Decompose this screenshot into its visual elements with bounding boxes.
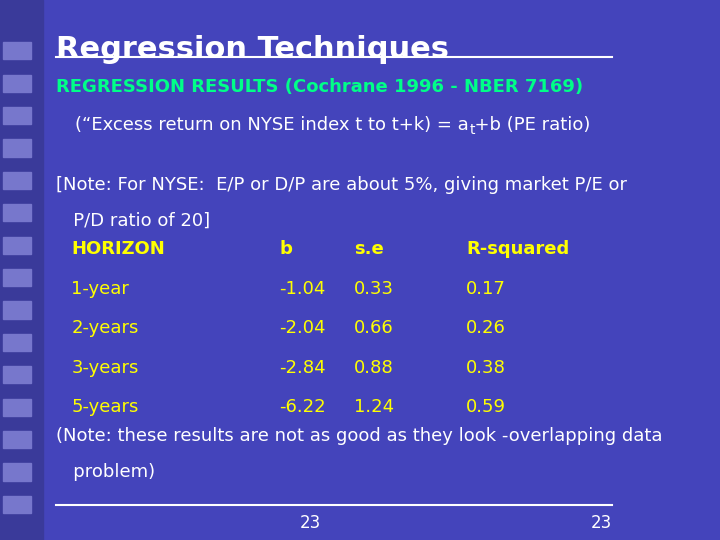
Bar	[3, 204, 31, 221]
Text: problem): problem)	[56, 463, 155, 481]
Text: -6.22: -6.22	[279, 398, 326, 416]
Text: [Note: For NYSE:  E/P or D/P are about 5%, giving market P/E or: [Note: For NYSE: E/P or D/P are about 5%…	[56, 176, 627, 193]
Bar	[3, 75, 31, 92]
Text: 2-years: 2-years	[71, 319, 139, 337]
Text: 0.38: 0.38	[466, 359, 506, 376]
Bar	[0, 0, 43, 540]
Text: HORIZON: HORIZON	[71, 240, 165, 258]
Text: R-squared: R-squared	[466, 240, 570, 258]
Text: 0.33: 0.33	[354, 280, 394, 298]
Text: 1-year: 1-year	[71, 280, 130, 298]
Bar	[3, 237, 31, 254]
Bar	[3, 463, 31, 481]
Text: 23: 23	[590, 514, 612, 532]
Bar	[3, 139, 31, 157]
Text: 0.66: 0.66	[354, 319, 394, 337]
Text: Regression Techniques: Regression Techniques	[56, 35, 449, 64]
Text: (“Excess return on NYSE index t to t+k) = a +b (PE ratio): (“Excess return on NYSE index t to t+k) …	[75, 116, 590, 134]
Bar	[3, 301, 31, 319]
Text: (Note: these results are not as good as they look -overlapping data: (Note: these results are not as good as …	[56, 427, 662, 444]
Text: s.e: s.e	[354, 240, 384, 258]
Text: 1.24: 1.24	[354, 398, 395, 416]
Bar	[3, 431, 31, 448]
Bar	[3, 496, 31, 513]
Text: t: t	[469, 123, 475, 137]
Bar	[3, 399, 31, 416]
Bar	[3, 42, 31, 59]
Text: 23: 23	[300, 514, 321, 532]
Bar	[3, 269, 31, 286]
Text: -2.84: -2.84	[279, 359, 326, 376]
Text: 0.88: 0.88	[354, 359, 394, 376]
Text: 5-years: 5-years	[71, 398, 139, 416]
Text: 0.26: 0.26	[466, 319, 506, 337]
Text: b: b	[279, 240, 292, 258]
Text: 0.59: 0.59	[466, 398, 506, 416]
Text: 0.17: 0.17	[466, 280, 506, 298]
Bar	[3, 366, 31, 383]
Bar	[3, 107, 31, 124]
Text: -2.04: -2.04	[279, 319, 326, 337]
Text: REGRESSION RESULTS (Cochrane 1996 - NBER 7169): REGRESSION RESULTS (Cochrane 1996 - NBER…	[56, 78, 583, 96]
Bar	[3, 334, 31, 351]
Text: 3-years: 3-years	[71, 359, 139, 376]
Bar	[3, 172, 31, 189]
Text: P/D ratio of 20]: P/D ratio of 20]	[56, 212, 210, 230]
Text: -1.04: -1.04	[279, 280, 326, 298]
